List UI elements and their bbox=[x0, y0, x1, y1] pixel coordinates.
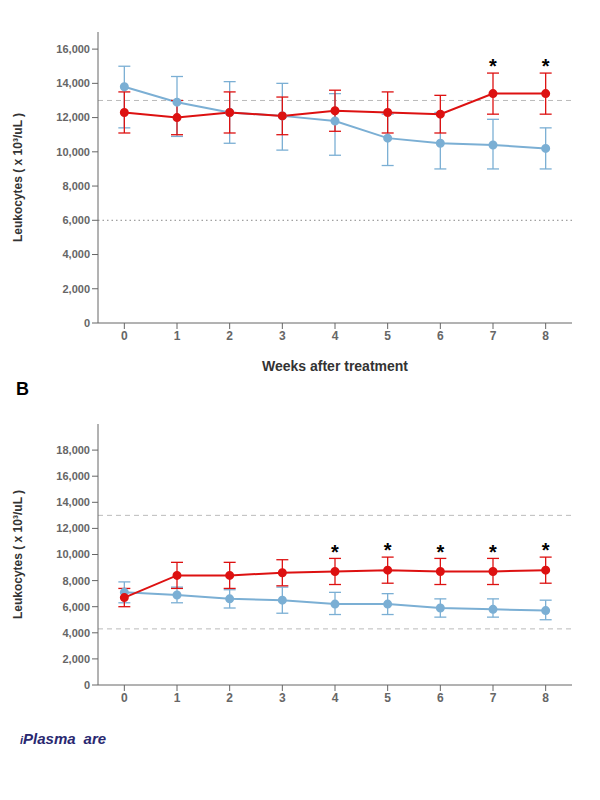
svg-text:12,000: 12,000 bbox=[56, 522, 90, 534]
svg-text:7: 7 bbox=[490, 329, 497, 343]
svg-text:8,000: 8,000 bbox=[62, 180, 90, 192]
html-text:are: are bbox=[83, 730, 107, 747]
svg-text:*: * bbox=[384, 539, 392, 561]
svg-text:2,000: 2,000 bbox=[62, 283, 90, 295]
svg-text:0: 0 bbox=[121, 329, 128, 343]
svg-text:4,000: 4,000 bbox=[62, 248, 90, 260]
svg-text:4,000: 4,000 bbox=[62, 627, 90, 639]
svg-text:2: 2 bbox=[226, 691, 233, 705]
svg-text:Leukocytes ( x 10³/uL ): Leukocytes ( x 10³/uL ) bbox=[11, 113, 25, 242]
svg-text:16,000: 16,000 bbox=[56, 470, 90, 482]
svg-text:6,000: 6,000 bbox=[62, 601, 90, 613]
svg-text:4: 4 bbox=[332, 691, 339, 705]
svg-text:1: 1 bbox=[174, 691, 181, 705]
svg-text:2: 2 bbox=[226, 329, 233, 343]
svg-text:*: * bbox=[489, 541, 497, 563]
html-text:B: B bbox=[16, 379, 29, 399]
svg-text:Weeks after treatment: Weeks after treatment bbox=[262, 358, 408, 374]
svg-text:4: 4 bbox=[332, 329, 339, 343]
svg-text:6,000: 6,000 bbox=[62, 214, 90, 226]
svg-text:*: * bbox=[542, 55, 550, 77]
svg-text:14,000: 14,000 bbox=[56, 496, 90, 508]
svg-text:14,000: 14,000 bbox=[56, 77, 90, 89]
svg-text:8: 8 bbox=[542, 329, 549, 343]
svg-text:5: 5 bbox=[384, 691, 391, 705]
svg-text:10,000: 10,000 bbox=[56, 146, 90, 158]
svg-text:Leukocytes ( x 10³/uL ): Leukocytes ( x 10³/uL ) bbox=[11, 490, 25, 619]
svg-text:0: 0 bbox=[84, 317, 90, 329]
svg-text:6: 6 bbox=[437, 329, 444, 343]
svg-text:8,000: 8,000 bbox=[62, 575, 90, 587]
svg-text:*: * bbox=[436, 541, 444, 563]
svg-text:3: 3 bbox=[279, 691, 286, 705]
svg-text:10,000: 10,000 bbox=[56, 548, 90, 560]
svg-text:18,000: 18,000 bbox=[56, 444, 90, 456]
svg-text:6: 6 bbox=[437, 691, 444, 705]
svg-text:2,000: 2,000 bbox=[62, 653, 90, 665]
svg-text:3: 3 bbox=[279, 329, 286, 343]
svg-text:*: * bbox=[542, 539, 550, 561]
svg-text:0: 0 bbox=[121, 691, 128, 705]
svg-text:8: 8 bbox=[542, 691, 549, 705]
svg-text:16,000: 16,000 bbox=[56, 43, 90, 55]
svg-text:*: * bbox=[489, 55, 497, 77]
svg-text:1: 1 bbox=[174, 329, 181, 343]
svg-text:7: 7 bbox=[490, 691, 497, 705]
html-text:iPlasma: iPlasma bbox=[20, 730, 76, 747]
svg-text:12,000: 12,000 bbox=[56, 111, 90, 123]
svg-text:*: * bbox=[331, 541, 339, 563]
svg-text:0: 0 bbox=[84, 679, 90, 691]
svg-text:5: 5 bbox=[384, 329, 391, 343]
